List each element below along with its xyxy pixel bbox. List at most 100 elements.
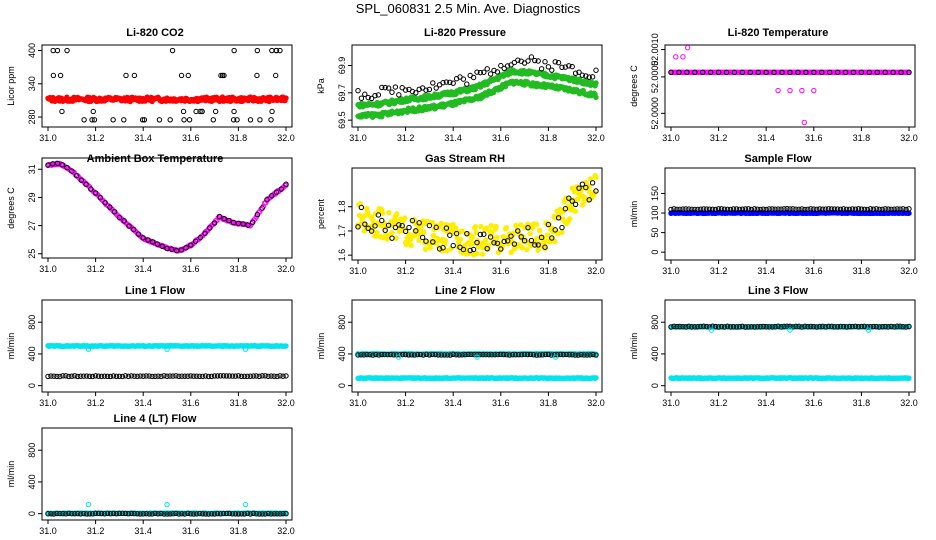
data-point (676, 69, 682, 76)
data-point (161, 373, 167, 379)
data-point (593, 67, 599, 73)
data-point (581, 352, 587, 358)
data-point (50, 47, 56, 54)
plot-frame (351, 167, 603, 261)
data-point (83, 181, 89, 188)
data-point (123, 72, 129, 79)
x-tick-label: 31.4 (444, 266, 462, 276)
data-point (116, 510, 123, 517)
x-tick-label: 31.0 (662, 398, 680, 408)
data-point (689, 206, 695, 213)
data-point (876, 206, 882, 213)
data-point (235, 511, 242, 517)
data-point (566, 63, 572, 69)
data-point (427, 245, 433, 251)
data-point (358, 352, 364, 358)
data-point (97, 194, 104, 201)
data-point (107, 204, 113, 210)
data-point (447, 79, 453, 85)
data-point (365, 94, 371, 101)
data-point (436, 246, 443, 252)
plot-frame (351, 299, 603, 393)
x-tick-label: 31.6 (182, 133, 200, 143)
data-point (273, 47, 279, 54)
data-point (200, 373, 206, 380)
y-tick-label: 280 (27, 110, 37, 125)
x-tick-label: 32.0 (900, 266, 918, 276)
data-point (155, 373, 161, 379)
data-point (125, 511, 132, 517)
data-point (254, 47, 261, 54)
data-point (197, 510, 203, 517)
data-point (542, 351, 549, 358)
data-point (840, 323, 847, 330)
data-point (572, 70, 579, 76)
data-point (223, 373, 230, 379)
y-tick-label: 25 (27, 249, 37, 259)
data-point (90, 108, 96, 115)
panel-rh: Gas Stream RH 31.0 31.2 31.4 31.6 31.8 32.0 1.6… (310, 153, 620, 276)
data-point (755, 69, 761, 76)
y-tick-label: 31 (27, 164, 37, 174)
data-point (83, 373, 90, 379)
data-point (422, 246, 429, 252)
data-point (474, 250, 480, 257)
data-point (238, 511, 245, 517)
data-point (495, 351, 501, 358)
data-point (834, 206, 841, 212)
y-tick-label: 0 (337, 383, 347, 388)
data-point (723, 69, 730, 76)
data-point (220, 510, 227, 517)
data-point (419, 234, 426, 241)
data-point (477, 231, 484, 238)
data-point (92, 373, 99, 379)
data-point (754, 206, 760, 212)
data-point (98, 510, 105, 517)
data-point (421, 229, 427, 235)
data-point (134, 373, 140, 380)
data-point (69, 373, 75, 379)
data-point (772, 206, 778, 212)
data-point (450, 242, 456, 249)
data-point (548, 352, 555, 358)
data-point (473, 229, 479, 236)
data-point (498, 62, 504, 69)
data-point (593, 174, 599, 181)
data-point (494, 240, 501, 247)
data-point (509, 238, 515, 245)
panel-title-line4: Line 4 (LT) Flow (113, 413, 197, 425)
x-tick-label: 31.4 (134, 398, 152, 408)
data-point (75, 373, 81, 380)
data-point (532, 242, 538, 248)
data-point (562, 64, 569, 70)
data-point (232, 373, 239, 379)
data-point (426, 86, 433, 93)
data-point (247, 511, 254, 517)
data-point (787, 69, 793, 76)
data-point (202, 511, 209, 517)
data-point (527, 351, 534, 358)
data-point (555, 59, 562, 66)
data-point (801, 119, 807, 126)
data-point (771, 69, 777, 76)
y-tick-label: 800 (27, 443, 37, 458)
data-point (438, 352, 445, 358)
data-point (712, 323, 719, 330)
x-tick-label: 32.0 (900, 398, 918, 408)
data-point (443, 225, 450, 231)
data-point (882, 323, 888, 330)
data-point (355, 352, 361, 358)
x-tick-label: 31.6 (805, 133, 823, 143)
data-point (864, 324, 871, 330)
data-point (715, 69, 722, 76)
data-point (858, 206, 865, 212)
data-point (481, 231, 487, 237)
data-point (474, 69, 480, 75)
data-point (799, 87, 805, 94)
data-point (167, 117, 173, 123)
data-point (382, 84, 388, 91)
data-point (217, 373, 224, 379)
data-point (207, 225, 213, 231)
data-point (438, 220, 445, 227)
data-point (876, 324, 882, 330)
